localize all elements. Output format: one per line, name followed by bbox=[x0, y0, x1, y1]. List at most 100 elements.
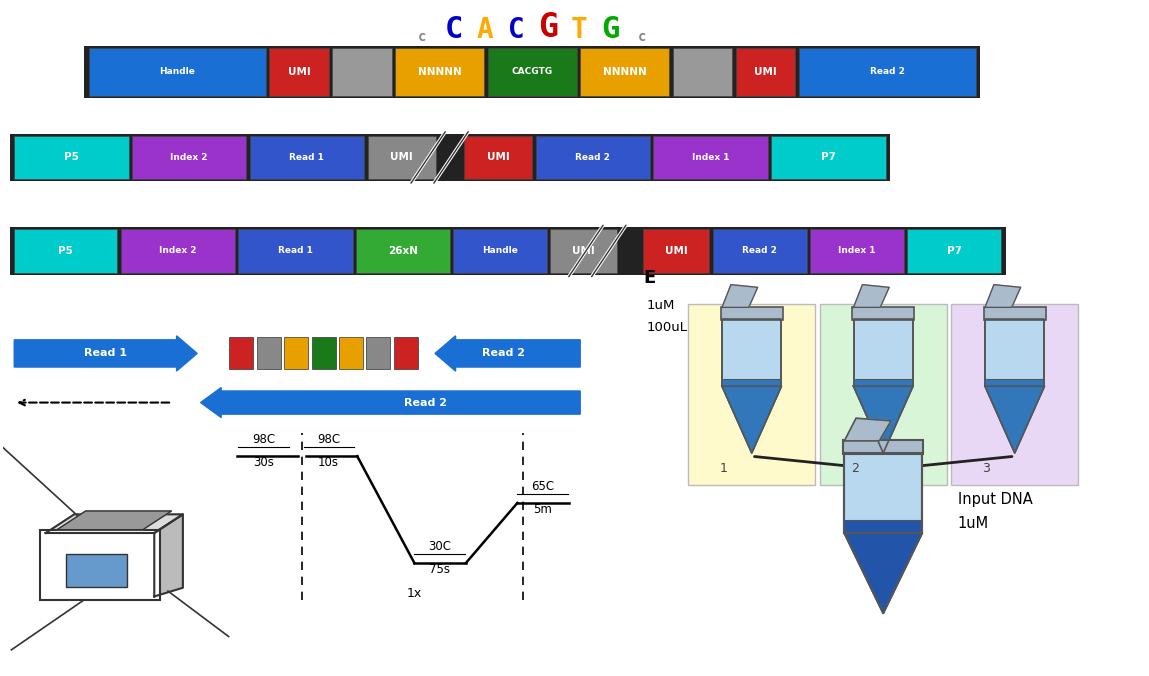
FancyBboxPatch shape bbox=[88, 47, 265, 96]
Text: 30s: 30s bbox=[253, 456, 273, 469]
Text: Index 2: Index 2 bbox=[159, 247, 196, 256]
FancyBboxPatch shape bbox=[720, 307, 782, 320]
Text: C: C bbox=[508, 16, 525, 45]
FancyBboxPatch shape bbox=[395, 47, 484, 96]
FancyBboxPatch shape bbox=[854, 379, 913, 386]
FancyArrow shape bbox=[435, 336, 580, 371]
FancyBboxPatch shape bbox=[845, 453, 923, 533]
FancyBboxPatch shape bbox=[654, 136, 768, 179]
Polygon shape bbox=[854, 386, 913, 453]
FancyBboxPatch shape bbox=[853, 307, 915, 320]
FancyBboxPatch shape bbox=[722, 379, 781, 386]
Text: Read 2: Read 2 bbox=[742, 247, 777, 256]
FancyBboxPatch shape bbox=[9, 227, 1005, 274]
Text: 26xN: 26xN bbox=[388, 246, 418, 256]
FancyBboxPatch shape bbox=[454, 229, 547, 272]
FancyBboxPatch shape bbox=[845, 521, 923, 533]
Text: 1uM: 1uM bbox=[647, 299, 674, 312]
FancyBboxPatch shape bbox=[580, 47, 670, 96]
Text: CACGTG: CACGTG bbox=[511, 67, 553, 76]
Text: Read 2: Read 2 bbox=[481, 348, 525, 358]
Polygon shape bbox=[985, 386, 1044, 453]
FancyArrow shape bbox=[14, 336, 198, 371]
FancyBboxPatch shape bbox=[771, 136, 886, 179]
FancyBboxPatch shape bbox=[132, 136, 246, 179]
Text: 3: 3 bbox=[982, 462, 990, 475]
Text: c: c bbox=[418, 30, 426, 45]
FancyBboxPatch shape bbox=[284, 337, 308, 370]
FancyBboxPatch shape bbox=[9, 134, 890, 181]
Text: Read 2: Read 2 bbox=[404, 397, 447, 408]
Text: UMI: UMI bbox=[287, 67, 310, 76]
Text: Input DNA: Input DNA bbox=[957, 492, 1032, 507]
Text: 75s: 75s bbox=[429, 563, 450, 576]
Text: Read 1: Read 1 bbox=[290, 153, 324, 162]
FancyBboxPatch shape bbox=[843, 440, 924, 454]
FancyBboxPatch shape bbox=[712, 229, 807, 272]
FancyBboxPatch shape bbox=[985, 379, 1044, 386]
FancyBboxPatch shape bbox=[67, 554, 128, 587]
FancyBboxPatch shape bbox=[368, 136, 437, 179]
Text: UMI: UMI bbox=[572, 246, 595, 256]
Text: 30C: 30C bbox=[429, 540, 452, 553]
Text: Read 1: Read 1 bbox=[278, 247, 313, 256]
FancyArrow shape bbox=[201, 387, 580, 418]
FancyBboxPatch shape bbox=[339, 337, 363, 370]
Text: 98C: 98C bbox=[317, 433, 340, 446]
Text: UMI: UMI bbox=[754, 67, 777, 76]
FancyBboxPatch shape bbox=[40, 530, 160, 600]
Text: P7: P7 bbox=[820, 153, 835, 162]
FancyBboxPatch shape bbox=[550, 229, 617, 272]
FancyBboxPatch shape bbox=[951, 304, 1078, 485]
FancyBboxPatch shape bbox=[688, 304, 815, 485]
FancyBboxPatch shape bbox=[908, 229, 1001, 272]
Text: 1: 1 bbox=[719, 462, 727, 475]
Text: 2: 2 bbox=[850, 462, 858, 475]
Polygon shape bbox=[57, 511, 171, 530]
Text: Handle: Handle bbox=[483, 247, 518, 256]
Polygon shape bbox=[845, 533, 923, 613]
FancyBboxPatch shape bbox=[722, 319, 781, 386]
Polygon shape bbox=[46, 514, 183, 533]
Text: Read 2: Read 2 bbox=[576, 153, 610, 162]
Polygon shape bbox=[154, 514, 183, 596]
Text: UMI: UMI bbox=[665, 246, 687, 256]
FancyBboxPatch shape bbox=[84, 46, 980, 98]
Text: P5: P5 bbox=[64, 153, 79, 162]
Text: P7: P7 bbox=[947, 246, 962, 256]
FancyBboxPatch shape bbox=[238, 229, 353, 272]
Text: 1uM: 1uM bbox=[957, 516, 988, 531]
Text: E: E bbox=[643, 269, 655, 287]
FancyBboxPatch shape bbox=[985, 319, 1044, 386]
Polygon shape bbox=[722, 386, 781, 453]
FancyBboxPatch shape bbox=[487, 47, 577, 96]
Text: c: c bbox=[638, 30, 647, 45]
FancyBboxPatch shape bbox=[673, 47, 732, 96]
FancyBboxPatch shape bbox=[121, 229, 234, 272]
FancyBboxPatch shape bbox=[256, 337, 280, 370]
Polygon shape bbox=[985, 386, 1044, 453]
FancyBboxPatch shape bbox=[269, 47, 329, 96]
FancyBboxPatch shape bbox=[984, 307, 1046, 320]
Text: 100uL: 100uL bbox=[647, 320, 687, 334]
FancyBboxPatch shape bbox=[394, 337, 418, 370]
FancyBboxPatch shape bbox=[332, 47, 392, 96]
Text: NNNNN: NNNNN bbox=[418, 67, 462, 76]
Text: G: G bbox=[602, 16, 620, 45]
Text: Index 1: Index 1 bbox=[692, 153, 730, 162]
FancyBboxPatch shape bbox=[735, 47, 795, 96]
Text: Handle: Handle bbox=[160, 67, 195, 76]
Text: A: A bbox=[477, 16, 493, 45]
Text: 65C: 65C bbox=[531, 480, 554, 493]
Text: Index 1: Index 1 bbox=[838, 247, 876, 256]
Text: NNNNN: NNNNN bbox=[603, 67, 647, 76]
FancyBboxPatch shape bbox=[229, 337, 253, 370]
FancyBboxPatch shape bbox=[14, 229, 117, 272]
FancyBboxPatch shape bbox=[367, 337, 391, 370]
Text: 98C: 98C bbox=[252, 433, 275, 446]
Polygon shape bbox=[854, 386, 913, 453]
FancyBboxPatch shape bbox=[535, 136, 650, 179]
Polygon shape bbox=[722, 285, 757, 308]
FancyBboxPatch shape bbox=[249, 136, 364, 179]
Polygon shape bbox=[845, 533, 923, 613]
